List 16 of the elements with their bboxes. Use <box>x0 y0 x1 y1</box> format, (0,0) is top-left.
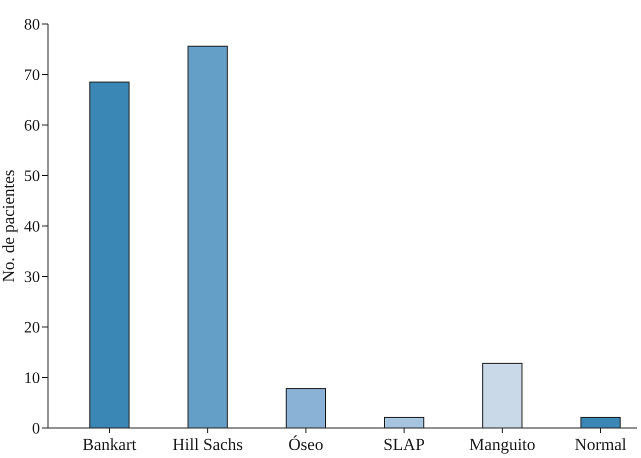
y-tick-label: 60 <box>24 118 40 135</box>
y-tick-label: 0 <box>32 420 40 438</box>
x-tick-label: SLAP <box>383 435 425 454</box>
y-tick-label: 50 <box>24 168 40 186</box>
x-tick-label: Manguito <box>469 435 536 454</box>
x-tick-label: Hill Sachs <box>172 435 243 454</box>
x-tick-label: Normal <box>574 435 627 454</box>
y-tick-label: 70 <box>24 67 40 84</box>
y-tick-label: 30 <box>24 269 40 286</box>
y-tick-label: 40 <box>24 218 40 236</box>
y-tick-label: 20 <box>24 320 40 337</box>
x-tick-label: Bankart <box>82 435 137 454</box>
y-tick-label: 10 <box>24 370 40 388</box>
x-tick-label: Óseo <box>288 435 324 454</box>
y-tick-label: 80 <box>24 16 40 34</box>
y-axis-title: No. de pacientes <box>0 170 18 282</box>
